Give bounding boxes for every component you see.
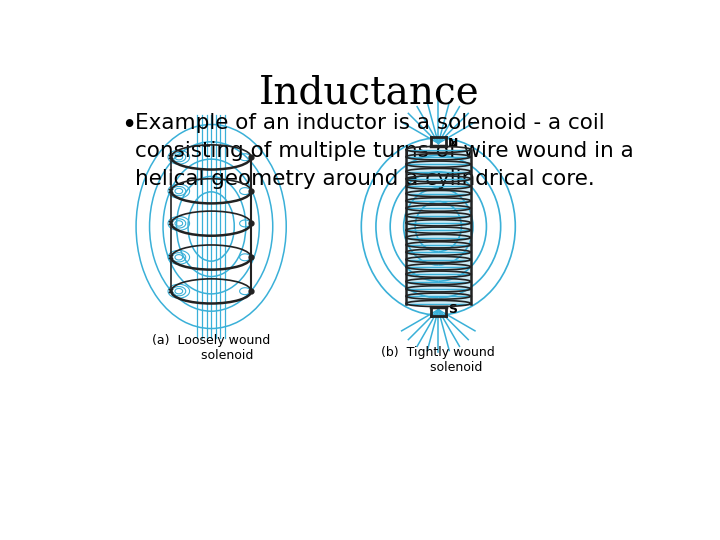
Text: •: • xyxy=(121,112,136,139)
Text: N: N xyxy=(449,137,459,150)
Text: (a)  Loosely wound
        solenoid: (a) Loosely wound solenoid xyxy=(152,334,270,362)
Text: (b)  Tightly wound
         solenoid: (b) Tightly wound solenoid xyxy=(382,346,495,374)
Bar xyxy=(406,150,471,303)
Text: Example of an inductor is a solenoid - a coil
consisting of multiple turns of wi: Example of an inductor is a solenoid - a… xyxy=(135,112,634,188)
Text: S: S xyxy=(449,303,457,316)
Text: Inductance: Inductance xyxy=(258,74,480,111)
